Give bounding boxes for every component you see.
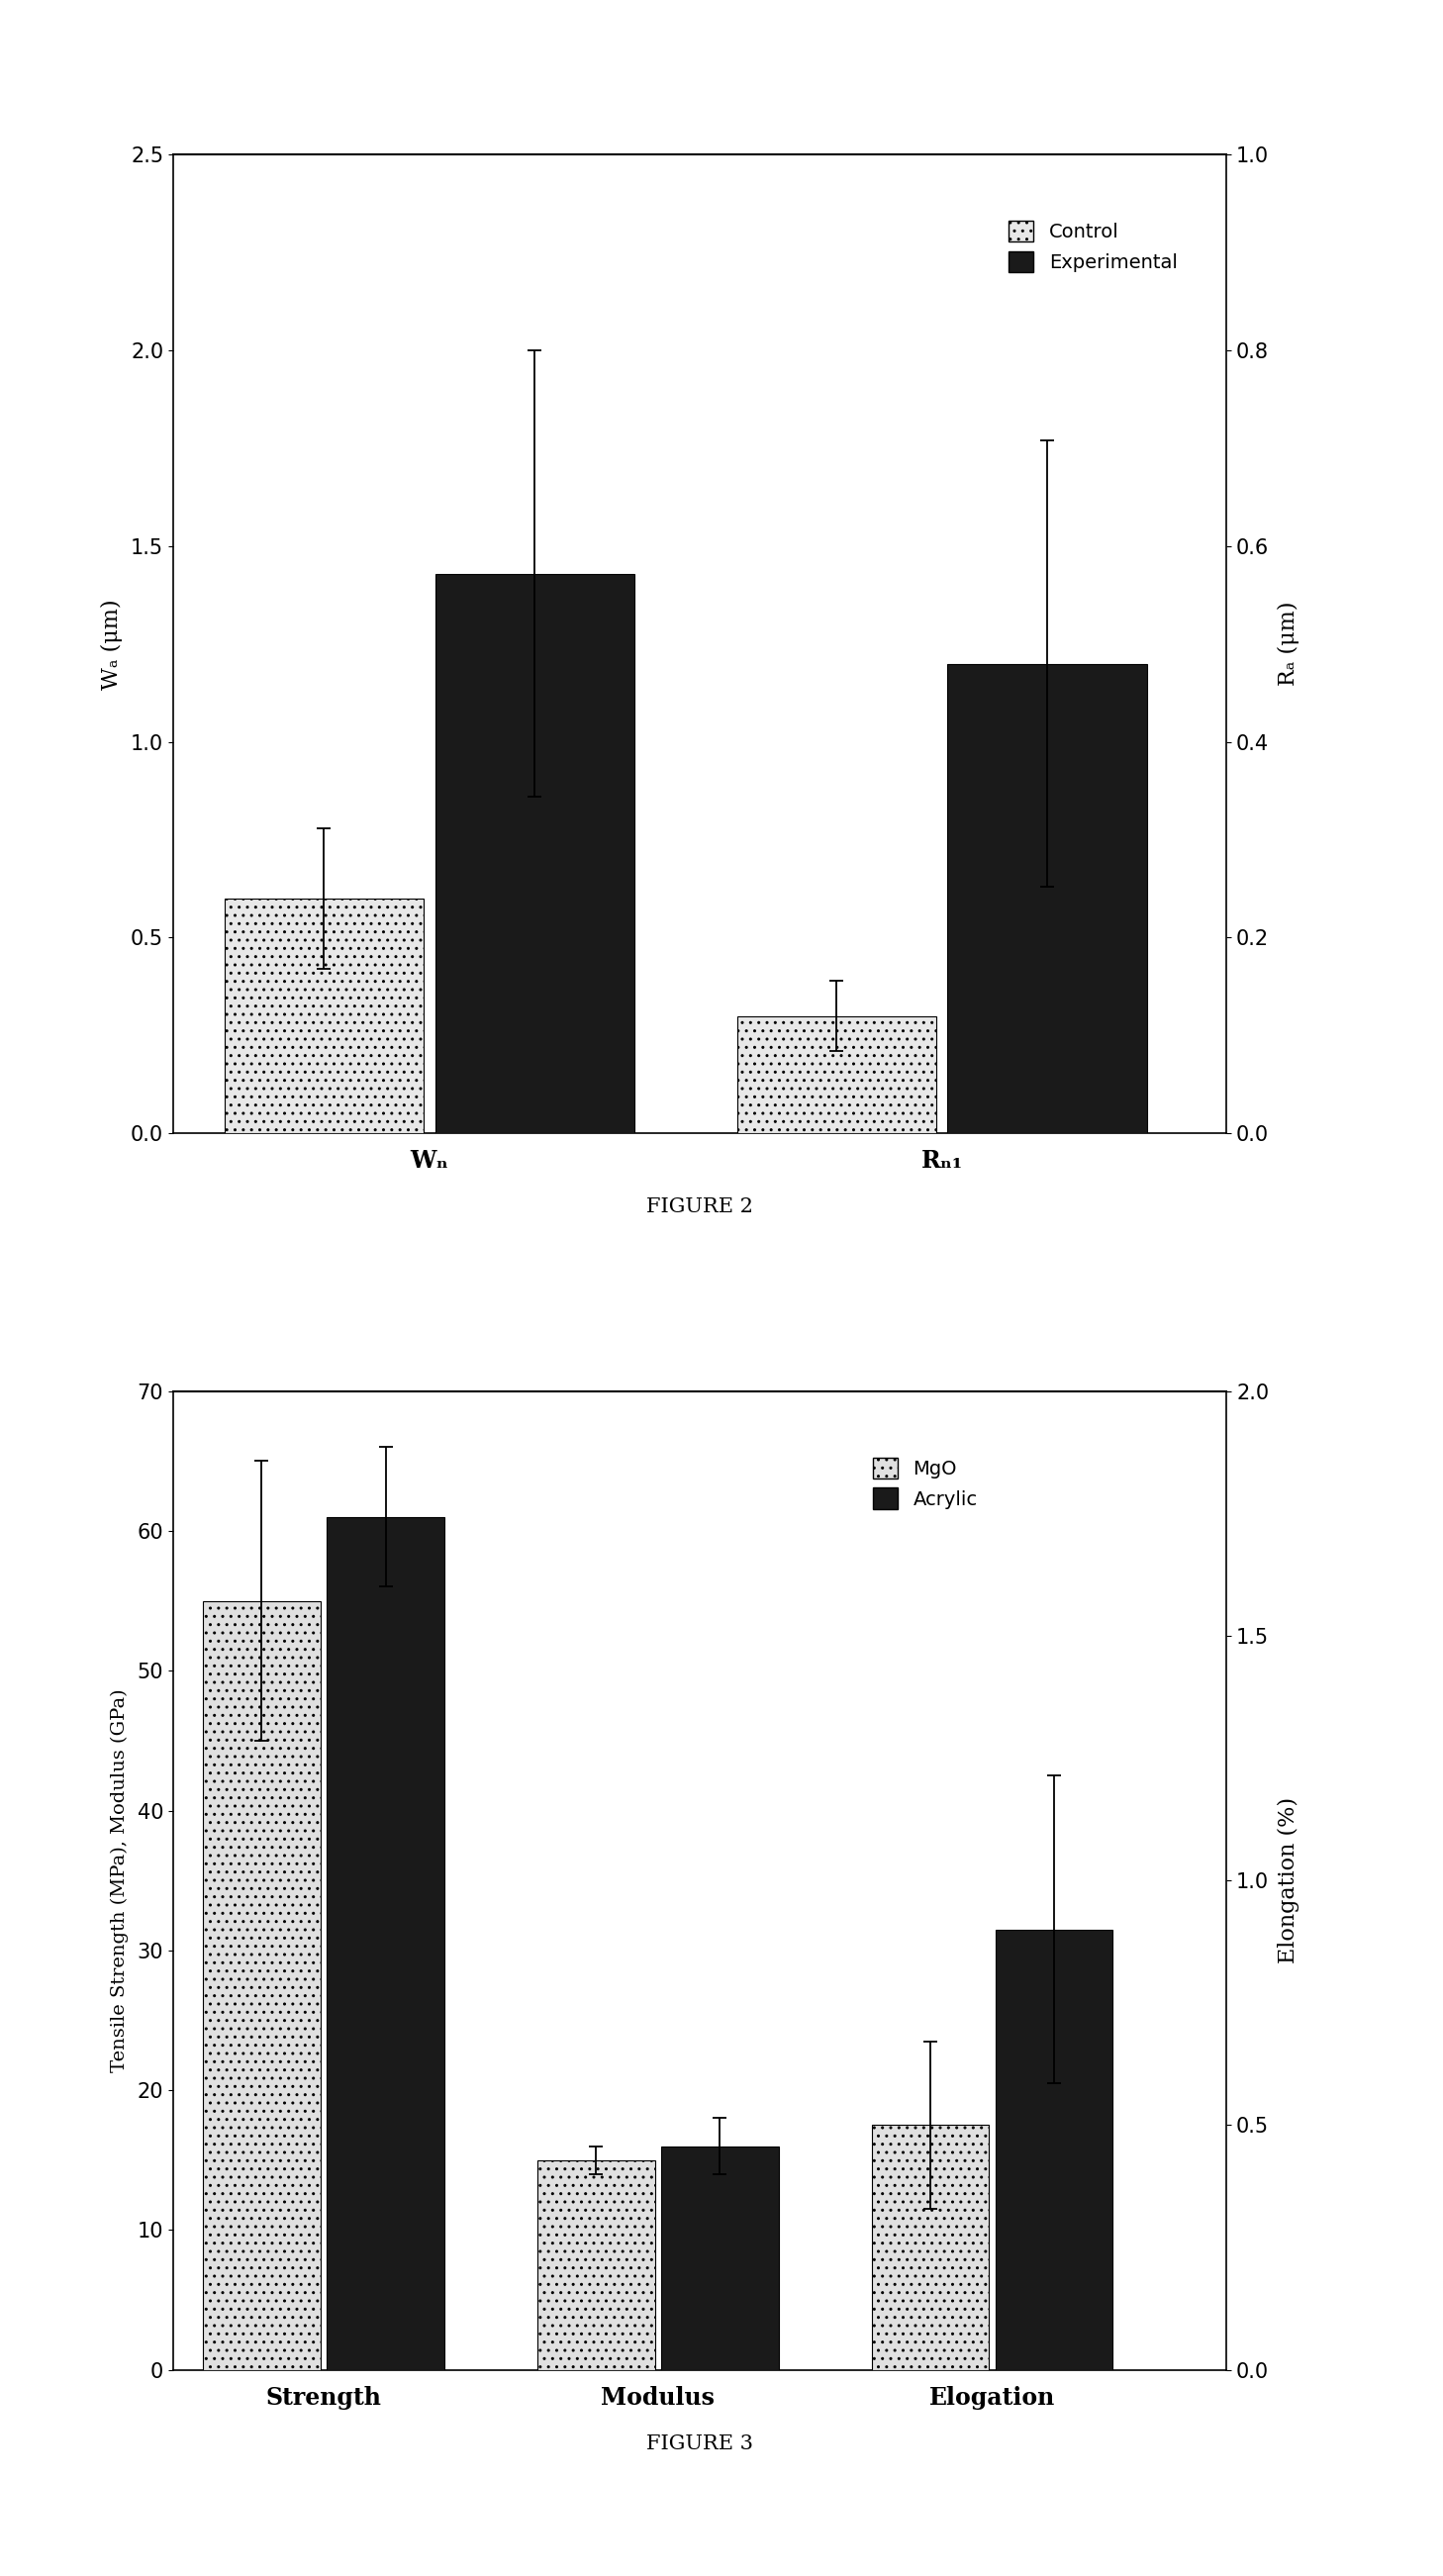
Bar [737, 1015, 937, 1133]
Bar [203, 1600, 320, 2370]
Text: FIGURE 2: FIGURE 2 [646, 1198, 753, 1216]
Y-axis label: Tensile Strength (MPa), Modulus (GPa): Tensile Strength (MPa), Modulus (GPa) [111, 1690, 128, 2071]
Bar [661, 2146, 778, 2370]
Bar [996, 1929, 1113, 2370]
Bar [538, 2161, 655, 2370]
Text: FIGURE 3: FIGURE 3 [646, 2434, 753, 2452]
Bar [225, 899, 424, 1133]
Y-axis label: Rₐ (μm): Rₐ (μm) [1277, 603, 1299, 685]
Bar [436, 574, 635, 1133]
Y-axis label: Elongation (%): Elongation (%) [1277, 1798, 1299, 1963]
Legend: MgO, Acrylic: MgO, Acrylic [864, 1450, 986, 1517]
Legend: Control, Experimental: Control, Experimental [1001, 214, 1185, 281]
Bar [328, 1517, 444, 2370]
Bar [872, 2125, 988, 2370]
Y-axis label: Wₐ (μm): Wₐ (μm) [101, 598, 123, 690]
Bar [948, 665, 1147, 1133]
